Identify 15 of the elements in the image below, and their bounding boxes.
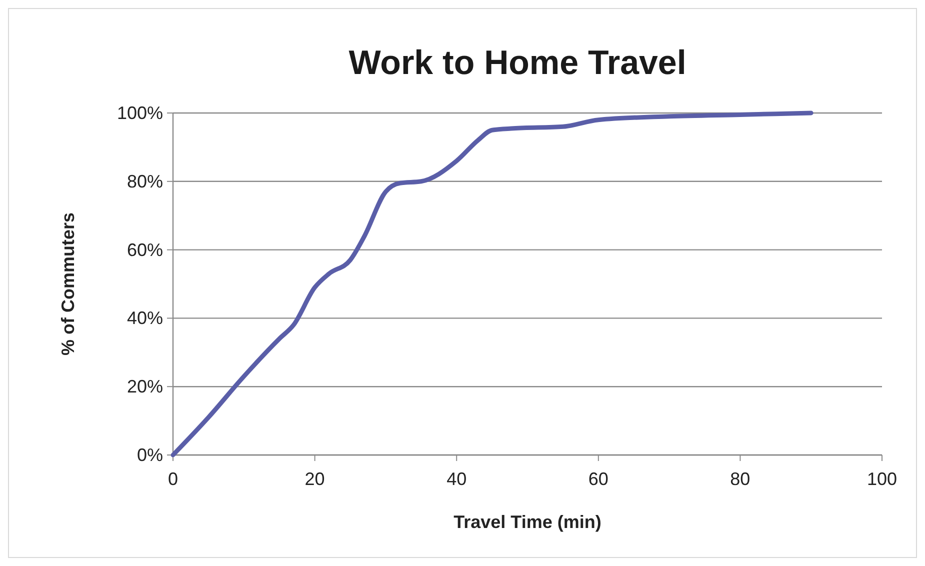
y-tick-label: 20% (126, 376, 163, 397)
chart-title: Work to Home Travel (348, 44, 686, 82)
y-tick-label: 60% (126, 240, 163, 260)
x-tick-label: 20 (304, 469, 325, 489)
y-tick-label: 0% (136, 445, 163, 465)
x-axis-title: Travel Time (min) (454, 512, 602, 532)
y-tick-label: 40% (126, 308, 163, 328)
y-tick-label: 100% (116, 103, 163, 123)
x-tick-label: 80 (730, 469, 750, 489)
x-tick-label: 60 (588, 469, 608, 489)
x-tick-label: 0 (168, 469, 178, 489)
y-axis-title: % of Commuters (58, 212, 78, 356)
x-tick-label: 100 (866, 469, 898, 489)
x-tick-label: 40 (446, 469, 467, 489)
y-tick-label: 80% (126, 171, 163, 192)
